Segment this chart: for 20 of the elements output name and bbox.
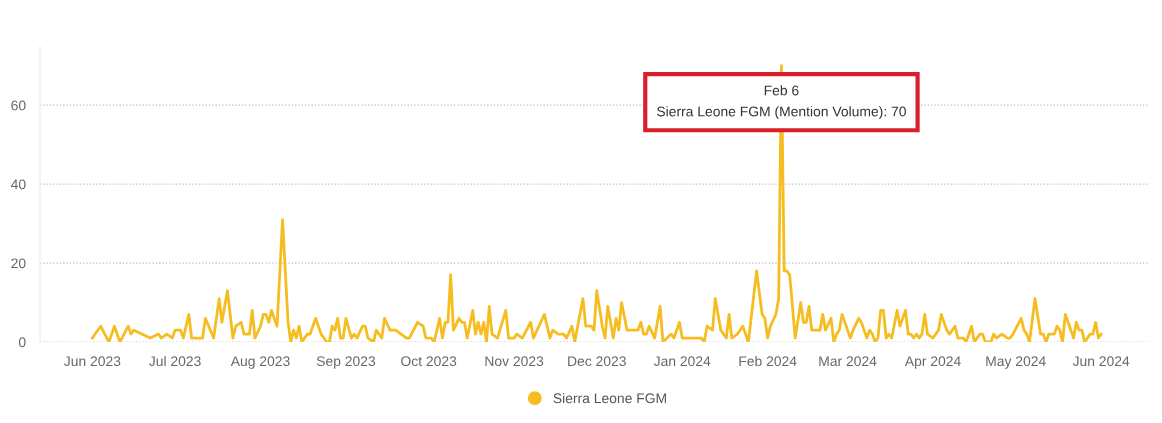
- x-tick-label: Aug 2023: [230, 356, 290, 369]
- x-tick-label: Mar 2024: [819, 356, 877, 367]
- legend-label: Sierra Leone FGM: [553, 392, 666, 404]
- y-tick-label: 0: [18, 337, 26, 348]
- x-tick-label: May 2024: [986, 356, 1046, 369]
- x-tick-label: Jun 2024: [1072, 356, 1130, 367]
- annotation: Feb 6 Sierra Leone FGM (Mention Volume): 70: [657, 85, 906, 120]
- line-series: [90, 64, 1103, 342]
- y-tick-label: 20: [11, 258, 26, 269]
- y-tick-label: 40: [10, 179, 26, 190]
- x-tick-label: Apr 2024: [904, 356, 961, 369]
- x-tick-label: Jan 2024: [653, 356, 711, 367]
- x-tick-label: Jul 2023: [149, 355, 201, 367]
- x-tick-label: Oct 2023: [401, 356, 457, 367]
- x-tick-label: Nov 2023: [485, 356, 544, 367]
- x-tick-label: Dec 2023: [568, 356, 626, 367]
- x-tick-label: Jun 2023: [64, 356, 121, 367]
- y-tick-label: 60: [11, 100, 26, 111]
- x-tick-label: Sep 2023: [316, 356, 376, 369]
- x-tick-label: Feb 2024: [739, 355, 797, 367]
